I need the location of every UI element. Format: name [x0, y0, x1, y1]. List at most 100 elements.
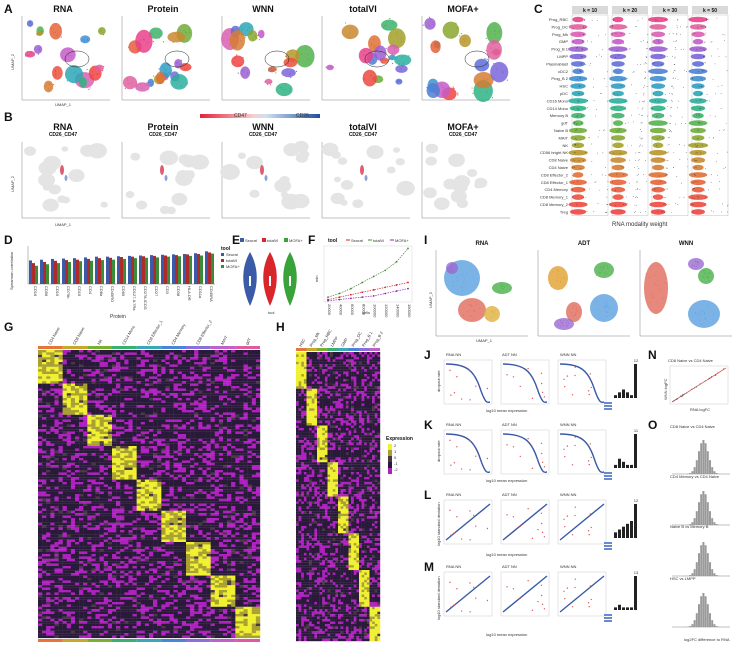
heatmap-cell: [132, 424, 137, 427]
heatmap-cell: [46, 489, 51, 492]
cell-point: [158, 68, 160, 70]
cell-point: [349, 36, 351, 39]
heatmap-cell: [206, 458, 211, 461]
heatmap-cell: [120, 446, 125, 449]
heatmap-cell: [186, 458, 191, 461]
cell-point: [683, 196, 685, 198]
heatmap-cell: [227, 474, 232, 478]
heatmap-cell: [243, 455, 248, 459]
heatmap-cell: [132, 441, 137, 444]
cell-point: [275, 69, 277, 71]
heatmap-cell: [227, 422, 232, 425]
cell-point: [582, 93, 584, 95]
heatmap-cell: [239, 374, 244, 377]
violin-mark: [608, 149, 628, 156]
heatmap-cell: [42, 453, 47, 456]
heatmap-cell: [116, 486, 121, 490]
heatmap-cell: [186, 402, 191, 406]
cell-point: [629, 33, 631, 34]
heatmap-cell: [235, 491, 240, 495]
heatmap-cell: [157, 467, 162, 471]
heatmap-cell: [235, 460, 240, 463]
x-tick-label: 40000: [338, 304, 343, 316]
heatmap-cell: [190, 407, 195, 411]
heatmap-cell: [58, 436, 63, 439]
heatmap-cell: [206, 465, 211, 468]
heatmap-cell: [251, 441, 257, 444]
heatmap-cell: [66, 424, 72, 427]
heatmap-cell: [181, 388, 187, 391]
heatmap-cell: [62, 489, 67, 492]
heatmap-cell: [58, 441, 63, 444]
heatmap-cell: [186, 398, 191, 401]
panel-label-k: K: [424, 418, 433, 432]
heatmap-cell: [181, 470, 187, 473]
heatmap-cell: [132, 460, 137, 463]
heatmap-cell: [124, 438, 129, 442]
heatmap-cell: [99, 477, 104, 480]
heatmap-cell: [153, 448, 158, 451]
heatmap-cell: [140, 489, 146, 492]
heatmap-cell: [153, 465, 158, 468]
heatmap-cell: [153, 489, 158, 492]
heatmap-cell: [223, 498, 228, 502]
heatmap-cell: [202, 426, 207, 430]
heatmap-cell: [214, 395, 220, 399]
cluster-blob: [49, 22, 62, 40]
cell-point: [150, 85, 152, 87]
heatmap-cell: [91, 434, 96, 437]
cell-point: [678, 100, 679, 102]
heatmap-cell: [231, 381, 236, 384]
heatmap-cell: [247, 458, 252, 461]
heatmap-cell: [128, 489, 133, 492]
heatmap-cell: [83, 486, 88, 490]
bar-seurat: [183, 253, 186, 284]
heatmap-cell: [38, 371, 43, 375]
heatmap-cell: [190, 482, 195, 485]
heatmap-cell: [251, 424, 257, 427]
cell-point: [266, 83, 269, 85]
heatmap-cell: [107, 407, 113, 411]
heatmap-cell: [157, 455, 162, 459]
cell-point: [579, 85, 581, 87]
heatmap-cell: [177, 431, 183, 435]
heatmap-cell: [157, 378, 162, 382]
heatmap-cell: [120, 378, 125, 382]
heatmap-cell: [50, 350, 55, 353]
heatmap-cell: [181, 386, 187, 389]
panel-a-umaps: [21, 16, 510, 103]
heatmap-cell: [190, 470, 195, 473]
heatmap-cell: [198, 467, 203, 471]
heatmap-cell: [218, 407, 224, 411]
heatmap-cell: [186, 474, 191, 478]
heatmap-cell: [42, 472, 47, 475]
heatmap-cell: [177, 414, 183, 418]
heatmap-cell: [239, 386, 244, 389]
heatmap-cell: [202, 405, 207, 408]
heatmap-cell: [214, 366, 220, 370]
heatmap-cell: [235, 465, 240, 468]
heatmap-cell: [149, 364, 154, 367]
legend-label: totalVI: [267, 238, 278, 243]
cell-point: [136, 48, 138, 50]
violin-mark: [571, 38, 585, 45]
violin-mark: [688, 172, 708, 178]
heatmap-cell: [235, 458, 240, 461]
heatmap-cell: [144, 417, 150, 420]
heatmap-cell: [75, 376, 80, 379]
cell-point: [268, 81, 271, 83]
cell-point: [618, 130, 620, 131]
cell-point: [375, 55, 377, 57]
heatmap-cell: [169, 398, 174, 401]
heatmap-cell: [210, 446, 215, 449]
heatmap-cell: [239, 448, 244, 451]
heatmap-cell: [210, 402, 215, 406]
cell-point: [506, 79, 508, 81]
heatmap-cell: [95, 400, 100, 403]
cell-point: [698, 130, 700, 132]
heatmap-cell: [223, 386, 228, 389]
heatmap-cell: [75, 366, 80, 370]
heatmap-cell: [243, 357, 248, 360]
heatmap-cell: [75, 414, 80, 418]
heatmap-cell: [227, 417, 232, 420]
